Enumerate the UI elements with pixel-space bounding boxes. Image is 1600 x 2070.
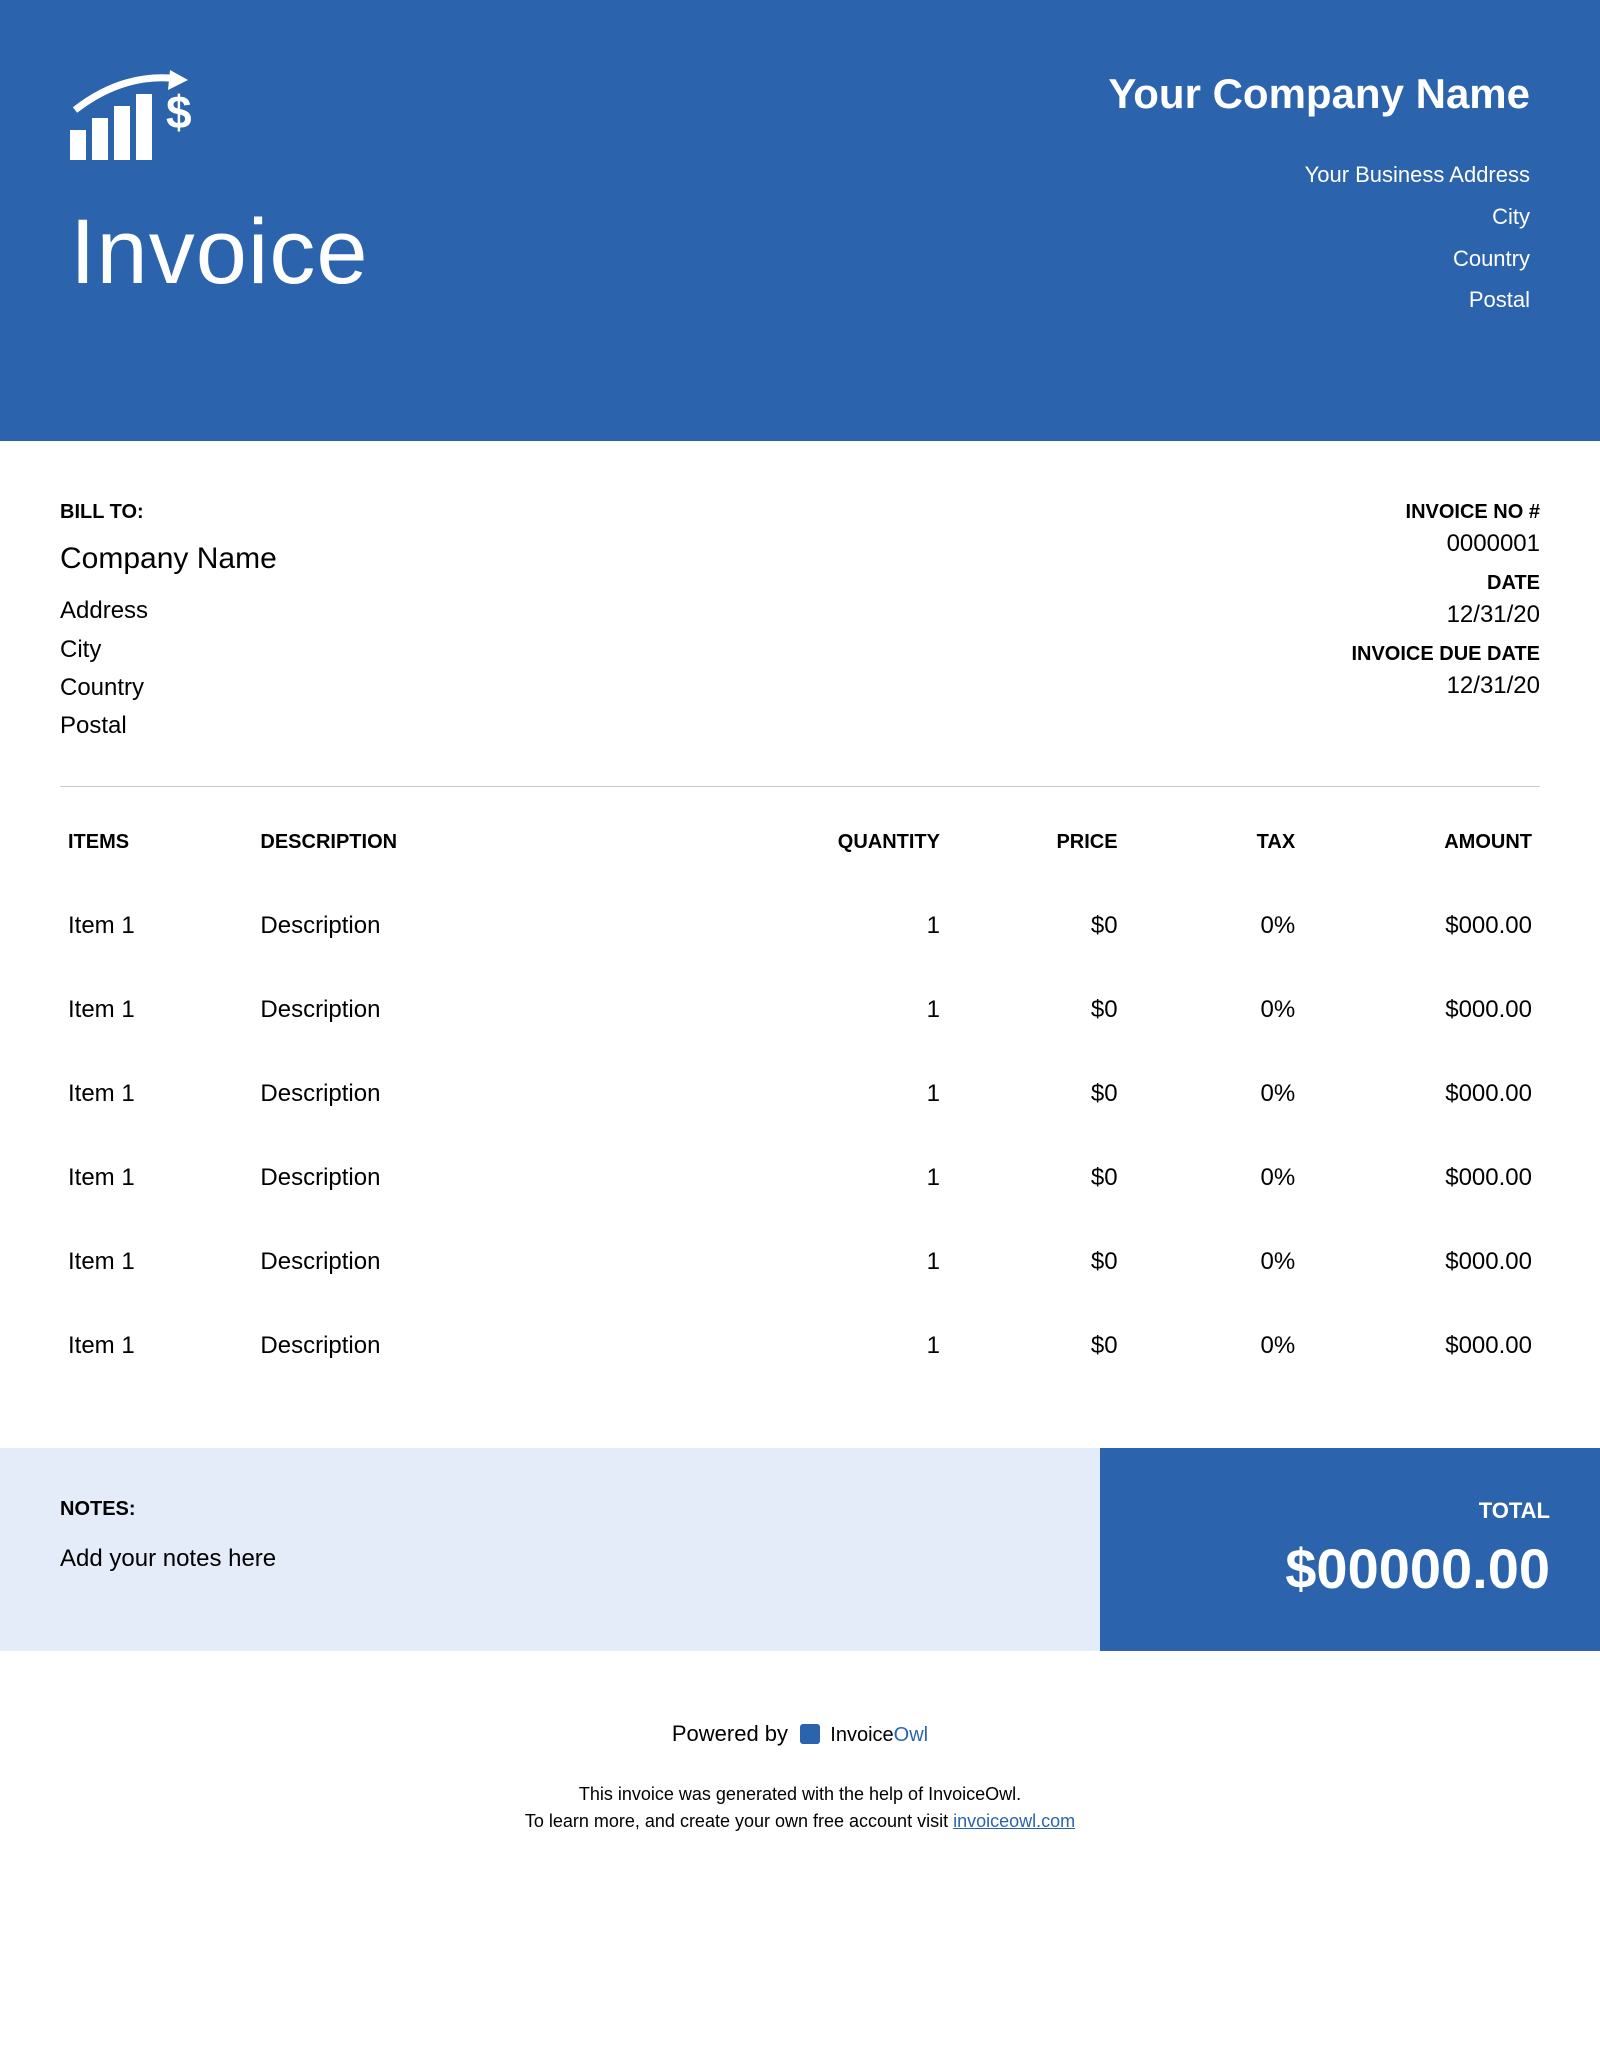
header-left: $ Invoice [70,70,369,305]
bill-to-block: BILL TO: Company Name Address City Count… [60,501,277,746]
cell-price: $0 [948,1220,1126,1304]
powered-by-line: Powered by InvoiceOwl [0,1721,1600,1747]
invoiceowl-logo-icon [800,1724,820,1744]
cell-amount: $000.00 [1303,968,1540,1052]
cell-description: Description [252,968,770,1052]
cell-description: Description [252,1304,770,1388]
cell-item: Item 1 [60,1136,252,1220]
col-description: DESCRIPTION [252,817,770,884]
col-quantity: QUANTITY [770,817,948,884]
invoice-header: $ Invoice Your Company Name Your Busines… [0,0,1600,441]
cell-tax: 0% [1126,1304,1304,1388]
cell-quantity: 1 [770,1052,948,1136]
cell-price: $0 [948,1304,1126,1388]
bill-to-label: BILL TO: [60,501,277,524]
table-row: Item 1Description1$00%$000.00 [60,1304,1540,1388]
disclaimer: This invoice was generated with the help… [0,1781,1600,1835]
cell-amount: $000.00 [1303,884,1540,968]
cell-description: Description [252,1136,770,1220]
invoiceowl-link[interactable]: invoiceowl.com [953,1811,1075,1831]
brand-part-b: Owl [894,1724,928,1746]
cell-amount: $000.00 [1303,1304,1540,1388]
cell-amount: $000.00 [1303,1052,1540,1136]
total-box: TOTAL $00000.00 [1100,1448,1600,1651]
table-row: Item 1Description1$00%$000.00 [60,1136,1540,1220]
col-tax: TAX [1126,817,1304,884]
invoice-body: BILL TO: Company Name Address City Count… [0,441,1600,1388]
cell-tax: 0% [1126,884,1304,968]
company-country: Country [1108,238,1530,280]
invoice-numbers: INVOICE NO # 0000001 DATE 12/31/20 INVOI… [1351,501,1540,700]
brand-name: InvoiceOwl [830,1724,928,1746]
disclaimer-line-2-text: To learn more, and create your own free … [525,1811,953,1831]
bill-to-country: Country [60,669,277,707]
svg-text:$: $ [166,86,192,138]
notes-box: NOTES: Add your notes here [0,1448,1100,1651]
notes-label: NOTES: [60,1498,1040,1521]
bill-to-city: City [60,631,277,669]
cell-tax: 0% [1126,1136,1304,1220]
invoice-no: 0000001 [1351,530,1540,558]
invoice-date-label: DATE [1351,572,1540,595]
bill-to-address: Address [60,592,277,630]
cell-quantity: 1 [770,1220,948,1304]
cell-description: Description [252,1052,770,1136]
brand-part-a: Invoice [830,1724,893,1746]
col-amount: AMOUNT [1303,817,1540,884]
company-postal: Postal [1108,279,1530,321]
cell-amount: $000.00 [1303,1136,1540,1220]
disclaimer-line-2: To learn more, and create your own free … [0,1808,1600,1835]
invoice-due-label: INVOICE DUE DATE [1351,643,1540,666]
col-price: PRICE [948,817,1126,884]
cell-item: Item 1 [60,884,252,968]
invoice-no-label: INVOICE NO # [1351,501,1540,524]
cell-quantity: 1 [770,884,948,968]
table-row: Item 1Description1$00%$000.00 [60,1220,1540,1304]
cell-description: Description [252,884,770,968]
table-header-row: ITEMS DESCRIPTION QUANTITY PRICE TAX AMO… [60,817,1540,884]
company-name: Your Company Name [1108,70,1530,118]
bill-to-postal: Postal [60,707,277,745]
cell-item: Item 1 [60,1304,252,1388]
powered-by-prefix: Powered by [672,1721,788,1746]
col-items: ITEMS [60,817,252,884]
cell-item: Item 1 [60,1220,252,1304]
invoice-meta: BILL TO: Company Name Address City Count… [60,501,1540,787]
cell-quantity: 1 [770,968,948,1052]
cell-quantity: 1 [770,1136,948,1220]
powered-by-block: Powered by InvoiceOwl This invoice was g… [0,1721,1600,1875]
total-amount: $00000.00 [1285,1536,1550,1601]
cell-tax: 0% [1126,1220,1304,1304]
growth-chart-icon: $ [70,70,369,170]
cell-tax: 0% [1126,968,1304,1052]
company-address: Your Business Address [1108,154,1530,196]
bill-to-company: Company Name [60,542,277,576]
invoice-date: 12/31/20 [1351,601,1540,629]
invoice-due: 12/31/20 [1351,672,1540,700]
table-row: Item 1Description1$00%$000.00 [60,968,1540,1052]
company-city: City [1108,196,1530,238]
cell-price: $0 [948,1052,1126,1136]
cell-description: Description [252,1220,770,1304]
cell-item: Item 1 [60,968,252,1052]
total-label: TOTAL [1479,1498,1550,1524]
cell-price: $0 [948,968,1126,1052]
table-row: Item 1Description1$00%$000.00 [60,1052,1540,1136]
disclaimer-line-1: This invoice was generated with the help… [0,1781,1600,1808]
line-items-table: ITEMS DESCRIPTION QUANTITY PRICE TAX AMO… [60,817,1540,1388]
header-right: Your Company Name Your Business Address … [1108,70,1530,321]
cell-tax: 0% [1126,1052,1304,1136]
footer-row: NOTES: Add your notes here TOTAL $00000.… [0,1448,1600,1651]
invoice-title: Invoice [70,200,369,305]
table-row: Item 1Description1$00%$000.00 [60,884,1540,968]
cell-price: $0 [948,1136,1126,1220]
cell-item: Item 1 [60,1052,252,1136]
cell-price: $0 [948,884,1126,968]
notes-text: Add your notes here [60,1545,1040,1573]
cell-quantity: 1 [770,1304,948,1388]
cell-amount: $000.00 [1303,1220,1540,1304]
